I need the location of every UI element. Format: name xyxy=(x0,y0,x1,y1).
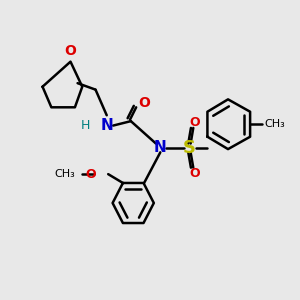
Text: CH₃: CH₃ xyxy=(265,119,286,129)
Text: N: N xyxy=(101,118,114,133)
Text: O: O xyxy=(189,116,200,128)
Text: O: O xyxy=(189,167,200,180)
Text: H: H xyxy=(80,119,90,132)
Text: N: N xyxy=(154,140,167,155)
Text: S: S xyxy=(183,139,196,157)
Text: CH₃: CH₃ xyxy=(54,169,75,179)
Text: O: O xyxy=(64,44,76,58)
Text: O: O xyxy=(138,96,150,110)
Text: O: O xyxy=(86,168,96,181)
